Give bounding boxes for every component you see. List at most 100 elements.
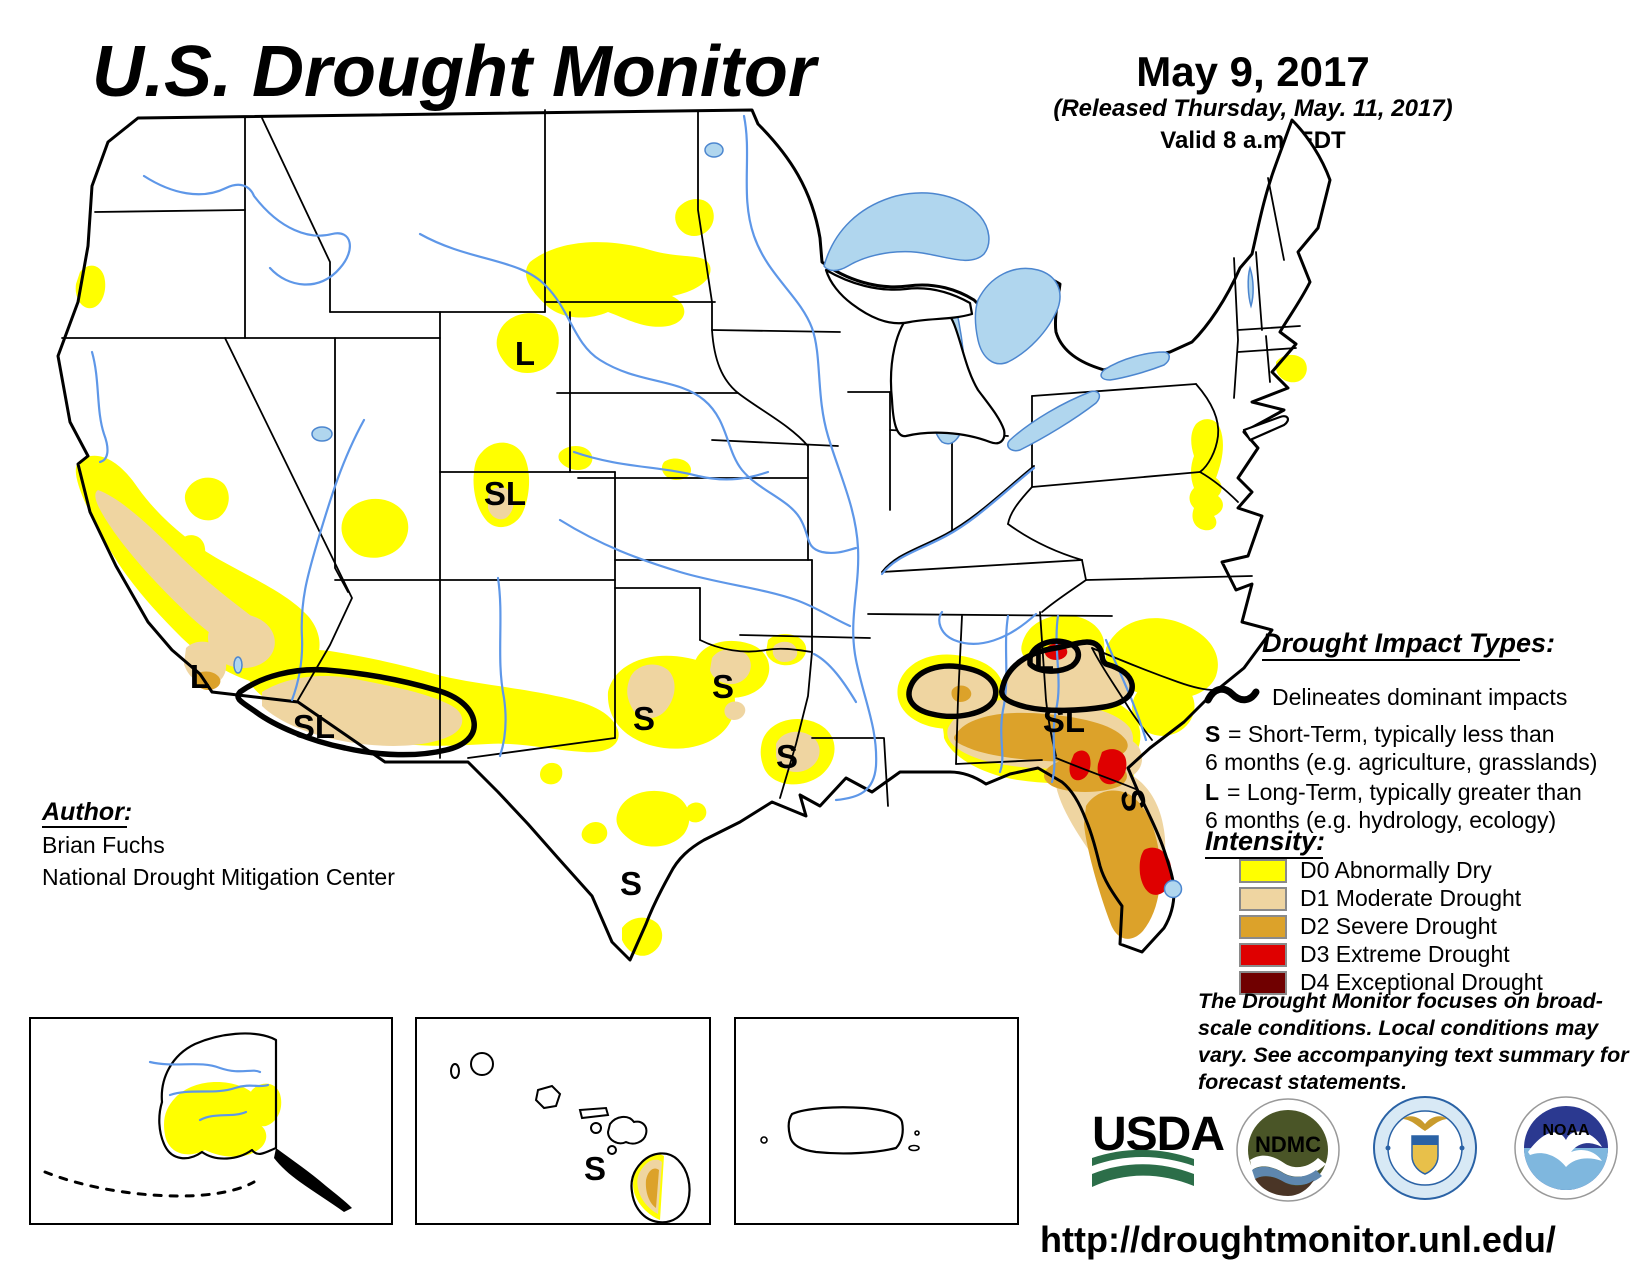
commerce-seal xyxy=(1373,1096,1477,1200)
sacramento-river xyxy=(90,350,109,464)
impact-labels: L SL L SL S S S S L SL S xyxy=(190,335,1154,902)
impact-legend-heading: Drought Impact Types: xyxy=(1262,628,1555,658)
author-org: National Drought Mitigation Center xyxy=(42,864,395,890)
hawaii-inset-box xyxy=(415,1017,711,1225)
island-molokai xyxy=(578,1106,610,1120)
platte-river xyxy=(572,450,770,481)
short-term-line2: 6 months (e.g. agriculture, grasslands) xyxy=(1205,749,1597,775)
d2-label: D2 Severe Drought xyxy=(1300,913,1497,939)
columbia-snake-river xyxy=(142,174,351,286)
page-title: U.S. Drought Monitor xyxy=(92,32,820,112)
rio-grande-upper xyxy=(496,576,507,758)
puerto-rico-inset xyxy=(734,1017,1019,1225)
colorado-river xyxy=(290,418,366,702)
impact-label-south-texas: S xyxy=(620,865,642,902)
savannah-river xyxy=(1104,638,1148,742)
lake-erie xyxy=(1007,390,1101,452)
lake-okeechobee xyxy=(1163,879,1183,899)
georgia-impact-outline xyxy=(999,639,1135,714)
disclaimer-line2: scale conditions. Local conditions may xyxy=(1198,1016,1599,1040)
release-date: (Released Thursday, May. 11, 2017) xyxy=(1053,95,1452,122)
impact-label-east-texas: S xyxy=(776,738,798,775)
d0-label: D0 Abnormally Dry xyxy=(1300,857,1492,883)
island-niihau xyxy=(450,1063,460,1079)
author-block: Author: Brian Fuchs National Drought Mit… xyxy=(41,798,395,890)
great-salt-lake xyxy=(311,426,333,442)
d0-swatch xyxy=(1239,859,1287,883)
red-river-extension xyxy=(812,652,858,704)
map-date: May 9, 2017 xyxy=(1136,48,1370,95)
valid-time: Valid 8 a.m. EDT xyxy=(1160,127,1346,154)
d2-swatch xyxy=(1239,915,1287,939)
ndmc-logo: NDMC xyxy=(1236,1098,1340,1202)
impact-label-southern-california: L xyxy=(190,658,210,695)
alaska-inset xyxy=(29,1017,393,1225)
long-term-line1: = Long-Term, typically greater than xyxy=(1227,779,1582,805)
intensity-heading: Intensity: xyxy=(1205,826,1325,856)
lake-superior xyxy=(823,192,990,272)
long-island xyxy=(1242,415,1289,442)
disclaimer-line1: The Drought Monitor focuses on broad- xyxy=(1198,989,1603,1013)
disclaimer-line4: forecast statements. xyxy=(1198,1070,1407,1094)
tennessee-river xyxy=(938,610,1038,645)
d2-areas xyxy=(193,671,1161,939)
d1-label: D1 Moderate Drought xyxy=(1300,885,1522,911)
us-map: L SL L SL S S S S L SL S xyxy=(56,108,1332,962)
ohio-river xyxy=(880,466,1036,576)
island-kahoolawe xyxy=(607,1145,617,1155)
tilde-icon xyxy=(1204,685,1260,704)
lake-huron xyxy=(974,267,1061,365)
impact-label-wyoming: SL xyxy=(484,475,526,512)
author-name: Brian Fuchs xyxy=(42,832,165,858)
arkansas-river xyxy=(558,518,852,628)
lake-champlain xyxy=(1247,265,1254,309)
impact-label-montana: L xyxy=(515,335,535,372)
michigan-land xyxy=(824,268,1289,445)
d3-label: D3 Extreme Drought xyxy=(1300,941,1510,967)
long-term-line2: 6 months (e.g. hydrology, ecology) xyxy=(1205,807,1556,833)
short-term-key: S xyxy=(1205,721,1220,747)
island-puerto-rico xyxy=(787,1106,904,1155)
impact-outlines xyxy=(235,638,1135,758)
north-georgia-impact-outline xyxy=(1027,638,1082,674)
island-maui xyxy=(606,1116,648,1145)
delineates-label: Delineates dominant impacts xyxy=(1272,684,1567,710)
lake-of-the-woods xyxy=(704,142,724,158)
salton-sea xyxy=(233,656,243,674)
mississippi-impact-outline xyxy=(906,663,999,720)
hawaii-inset: S xyxy=(415,1017,711,1225)
d3-swatch xyxy=(1239,943,1287,967)
lake-ontario xyxy=(1100,351,1170,381)
ndmc-wordmark: NDMC xyxy=(1255,1132,1321,1157)
impact-label-hawaii: S xyxy=(584,1150,606,1187)
alabama-river xyxy=(998,614,1010,774)
d1-swatch xyxy=(1239,887,1287,911)
missouri-river xyxy=(418,232,858,555)
impact-label-red-river: S xyxy=(712,668,734,705)
long-term-key: L xyxy=(1205,779,1219,805)
disclaimer-line3: vary. See accompanying text summary for xyxy=(1198,1043,1630,1067)
short-term-line1: = Short-Term, typically less than xyxy=(1228,721,1555,747)
island-oahu xyxy=(534,1084,562,1110)
impact-label-west-texas: S xyxy=(633,700,655,737)
island-lanai xyxy=(590,1122,602,1134)
impact-label-georgia: SL xyxy=(1043,702,1085,739)
impact-types-legend: Drought Impact Types: Delineates dominan… xyxy=(1204,628,1597,833)
island-hawaii xyxy=(630,1152,691,1224)
drought-monitor-url[interactable]: http://droughtmonitor.unl.edu/ xyxy=(1040,1219,1556,1260)
disclaimer: The Drought Monitor focuses on broad- sc… xyxy=(1198,989,1630,1094)
intensity-legend: Intensity: D0 Abnormally Dry D1 Moderate… xyxy=(1205,826,1544,995)
noaa-logo: NOAA xyxy=(1514,1096,1618,1200)
impact-label-north-georgia: L xyxy=(1034,640,1054,677)
impact-label-arizona: SL xyxy=(293,708,335,745)
arizona-impact-outline xyxy=(235,666,477,758)
author-label: Author: xyxy=(41,798,132,826)
d4-swatch xyxy=(1239,971,1287,995)
usda-logo: USDA xyxy=(1092,1108,1225,1187)
noaa-wordmark: NOAA xyxy=(1542,1122,1590,1139)
island-kauai xyxy=(470,1052,494,1076)
mississippi-river xyxy=(742,114,878,802)
d4-label: D4 Exceptional Drought xyxy=(1300,969,1544,995)
